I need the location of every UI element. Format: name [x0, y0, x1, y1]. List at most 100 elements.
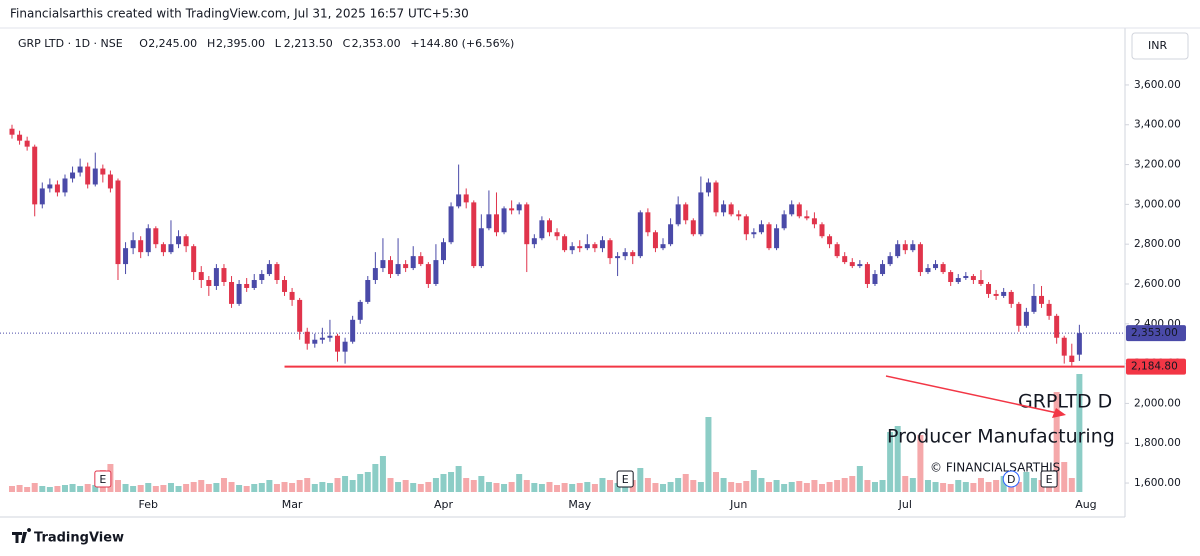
candle-body: [940, 264, 946, 273]
candle-body: [562, 236, 568, 251]
candle-body: [1046, 303, 1052, 316]
volume-bar: [130, 486, 137, 492]
event-marker: [94, 470, 112, 488]
volume-bar: [1068, 478, 1075, 492]
legend-value: 2,395.00: [216, 37, 265, 50]
volume-bar: [652, 483, 659, 492]
y-tick-label: 3,600.00: [1134, 79, 1181, 91]
volume-bar: [198, 480, 205, 492]
volume-bar: [614, 483, 621, 492]
volume-bar: [531, 483, 538, 492]
volume-bar: [864, 480, 871, 492]
candle-body: [910, 244, 916, 251]
currency-box: [1131, 32, 1189, 60]
volume-bar: [54, 486, 61, 492]
x-tick-label: May: [568, 498, 591, 511]
candle-body: [77, 166, 83, 173]
volume-bar: [357, 474, 364, 492]
last-price-label: 2,353.00: [1131, 327, 1178, 339]
volume-bar: [84, 484, 91, 492]
candle-body: [54, 184, 60, 193]
candle-body: [622, 252, 628, 257]
candle-body: [607, 240, 613, 259]
volume-bar: [1076, 374, 1083, 492]
volume-bar: [463, 478, 470, 492]
volume-bar: [228, 482, 235, 492]
volume-bar: [811, 480, 818, 492]
volume-bar: [24, 487, 31, 492]
candle-body: [47, 184, 53, 189]
event-label: E: [1046, 473, 1053, 486]
volume-bar: [743, 481, 750, 492]
brand: TradingView: [34, 531, 124, 546]
candle-body: [970, 276, 976, 281]
candle-body: [274, 264, 280, 281]
candle-body: [259, 274, 265, 281]
volume-bar: [266, 480, 273, 492]
candle-body: [39, 188, 45, 205]
candle-body: [1076, 333, 1082, 355]
candle-body: [395, 264, 401, 275]
candle-body: [221, 268, 227, 282]
candle-body: [410, 256, 416, 269]
volume-bar: [410, 483, 417, 492]
candle-body: [675, 204, 681, 225]
volume-bar: [750, 470, 757, 492]
candle-body: [827, 236, 833, 245]
candle-body: [493, 214, 499, 233]
volume-bar: [538, 484, 545, 492]
volume-bar: [894, 426, 901, 492]
candle-body: [925, 268, 931, 273]
volume-bar: [1023, 472, 1030, 492]
volume-bar: [470, 480, 477, 492]
candle-body: [978, 280, 984, 284]
candle-body: [176, 236, 182, 245]
event-marker: [1002, 470, 1020, 488]
candle-body: [736, 214, 742, 217]
volume-bar: [326, 483, 333, 492]
volume-bar: [1015, 482, 1022, 492]
candle-body: [872, 274, 878, 284]
volume-bar: [311, 484, 318, 492]
volume-bar: [834, 480, 841, 492]
y-tick-label: 3,200.00: [1134, 159, 1181, 171]
volume-bar: [917, 435, 924, 492]
candle-body: [645, 212, 651, 233]
volume-bar: [720, 478, 727, 492]
candle-body: [819, 224, 825, 237]
candle-body: [206, 280, 212, 286]
volume-bar: [591, 484, 598, 492]
candle-body: [213, 268, 219, 286]
volume-bar: [296, 480, 303, 492]
volume-bar: [841, 478, 848, 492]
candle-body: [138, 240, 144, 253]
volume-bar: [561, 483, 568, 492]
x-tick-label: Feb: [139, 498, 158, 511]
volume-bar: [1030, 478, 1037, 492]
y-tick-label: 3,000.00: [1134, 198, 1181, 210]
volume-bar: [61, 485, 68, 492]
volume-bar: [962, 482, 969, 492]
x-tick-label: Jun: [729, 498, 747, 511]
candle-body: [418, 256, 424, 265]
candle-body: [115, 180, 121, 265]
candle-body: [834, 244, 840, 257]
y-tick-label: 1,600.00: [1134, 477, 1181, 489]
volume-bar: [826, 482, 833, 492]
volume-bar: [993, 480, 1000, 492]
volume-bar: [289, 483, 296, 492]
currency: INR: [1148, 39, 1167, 52]
volume-bar: [493, 483, 500, 492]
candle-body: [198, 272, 204, 281]
volume-bar: [902, 476, 909, 492]
volume-bar: [205, 484, 212, 492]
candle-body: [168, 244, 174, 253]
candle-body: [440, 242, 446, 261]
volume-bar: [440, 474, 447, 492]
volume-bar: [667, 482, 674, 492]
volume-bar: [273, 484, 280, 492]
candle-body: [615, 256, 621, 259]
volume-bar: [372, 464, 379, 492]
candle-body: [584, 244, 590, 249]
volume-bar: [705, 417, 712, 492]
